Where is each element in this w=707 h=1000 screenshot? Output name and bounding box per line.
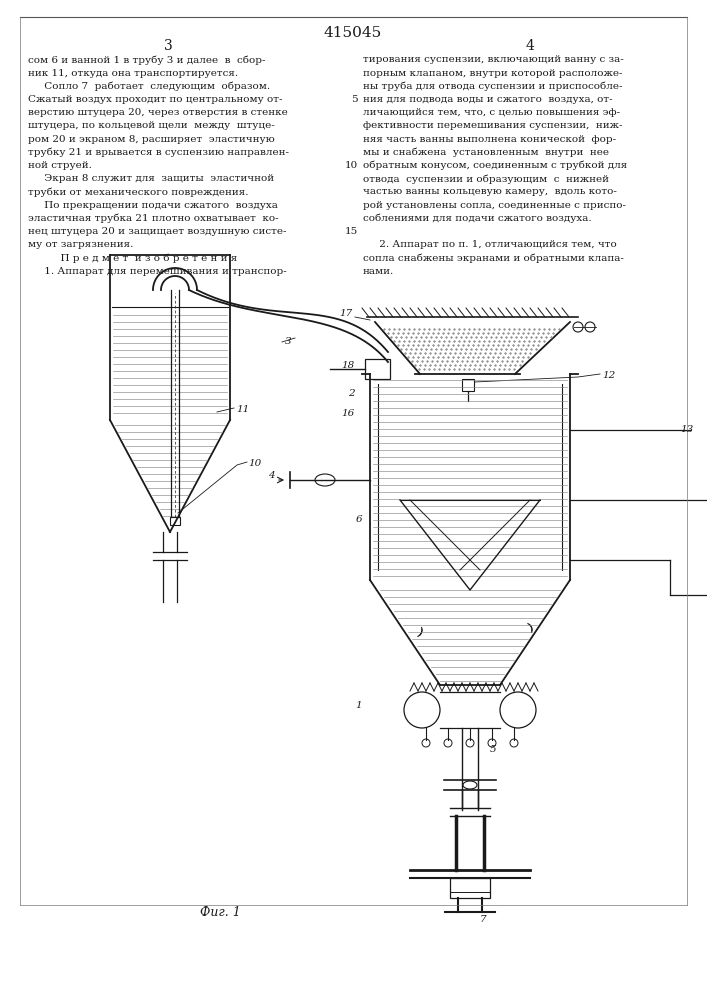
Text: 11: 11 [236,406,250,414]
Text: личающийся тем, что, с целью повышения эф-: личающийся тем, что, с целью повышения э… [363,108,620,117]
Text: соблениями для подачи сжатого воздуха.: соблениями для подачи сжатого воздуха. [363,214,592,223]
Text: ром 20 и экраном 8, расширяет  эластичную: ром 20 и экраном 8, расширяет эластичную [28,135,275,144]
Text: 4: 4 [525,39,534,53]
Text: трубку 21 и врывается в суспензию направлен-: трубку 21 и врывается в суспензию направ… [28,148,289,157]
Text: порным клапаном, внутри которой расположе-: порным клапаном, внутри которой располож… [363,69,622,78]
Text: 3: 3 [285,338,291,347]
Text: нами.: нами. [363,267,395,276]
Text: 13: 13 [680,426,694,434]
Text: ния для подвода воды и сжатого  воздуха, от-: ния для подвода воды и сжатого воздуха, … [363,95,613,104]
Bar [365,359,390,379]
Text: 17: 17 [340,310,353,318]
Text: ной струей.: ной струей. [28,161,92,170]
Text: Сжатый воздух проходит по центральному от-: Сжатый воздух проходит по центральному о… [28,95,283,104]
Text: 6: 6 [356,516,362,524]
Text: 1: 1 [356,700,362,710]
Text: обратным конусом, соединенным с трубкой для: обратным конусом, соединенным с трубкой … [363,161,627,170]
Text: тирования суспензии, включающий ванну с за-: тирования суспензии, включающий ванну с … [363,55,624,64]
Text: 415045: 415045 [324,26,382,40]
Text: 15: 15 [345,227,358,236]
Text: 12: 12 [602,371,615,380]
Text: По прекращении подачи сжатого  воздуха: По прекращении подачи сжатого воздуха [28,201,278,210]
Text: трубки от механического повреждения.: трубки от механического повреждения. [28,187,248,197]
Text: 2: 2 [349,389,355,398]
Text: рой установлены сопла, соединенные с приспо-: рой установлены сопла, соединенные с при… [363,201,626,210]
Text: му от загрязнения.: му от загрязнения. [28,240,134,249]
Text: Экран 8 служит для  защиты  эластичной: Экран 8 служит для защиты эластичной [28,174,274,183]
Text: ны труба для отвода суспензии и приспособле-: ны труба для отвода суспензии и приспосо… [363,82,622,91]
Text: 2. Аппарат по п. 1, отличающийся тем, что: 2. Аппарат по п. 1, отличающийся тем, чт… [363,240,617,249]
Text: 16: 16 [341,410,355,418]
Bar [170,517,180,525]
Text: нец штуцера 20 и защищает воздушную систе-: нец штуцера 20 и защищает воздушную сист… [28,227,286,236]
Text: П р е д м е т  и з о б р е т е н и я: П р е д м е т и з о б р е т е н и я [28,253,238,263]
Text: 4: 4 [269,471,275,480]
Text: верстию штуцера 20, через отверстия в стенке: верстию штуцера 20, через отверстия в ст… [28,108,288,117]
Text: эластичная трубка 21 плотно охватывает  ко-: эластичная трубка 21 плотно охватывает к… [28,214,279,223]
Text: отвода  суспензии и образующим  с  нижней: отвода суспензии и образующим с нижней [363,174,609,184]
Text: частью ванны кольцевую камеру,  вдоль кото-: частью ванны кольцевую камеру, вдоль кот… [363,188,617,196]
Text: Фиг. 1: Фиг. 1 [200,906,241,918]
Bar [450,878,490,898]
Text: 10: 10 [248,460,262,468]
Text: 10: 10 [345,161,358,170]
Text: 18: 18 [341,361,355,370]
Text: 7: 7 [480,916,486,924]
Text: ник 11, откуда она транспортируется.: ник 11, откуда она транспортируется. [28,69,238,78]
Text: штуцера, по кольцевой щели  между  штуце-: штуцера, по кольцевой щели между штуце- [28,121,275,130]
Text: няя часть ванны выполнена конической  фор-: няя часть ванны выполнена конической фор… [363,135,616,144]
Text: фективности перемешивания суспензии,  ниж-: фективности перемешивания суспензии, ниж… [363,121,622,130]
Text: 5: 5 [351,95,358,104]
Bar [462,379,474,391]
Text: сопла снабжены экранами и обратными клапа-: сопла снабжены экранами и обратными клап… [363,253,624,263]
Text: 1. Аппарат для перемешивания и транспор-: 1. Аппарат для перемешивания и транспор- [28,267,287,276]
Text: сом 6 и ванной 1 в трубу 3 и далее  в  сбор-: сом 6 и ванной 1 в трубу 3 и далее в сбо… [28,55,266,65]
Text: мы и снабжена  установленным  внутри  нее: мы и снабжена установленным внутри нее [363,148,609,157]
Text: 3: 3 [163,39,173,53]
Text: Сопло 7  работает  следующим  образом.: Сопло 7 работает следующим образом. [28,82,270,91]
Text: 5: 5 [490,746,496,754]
